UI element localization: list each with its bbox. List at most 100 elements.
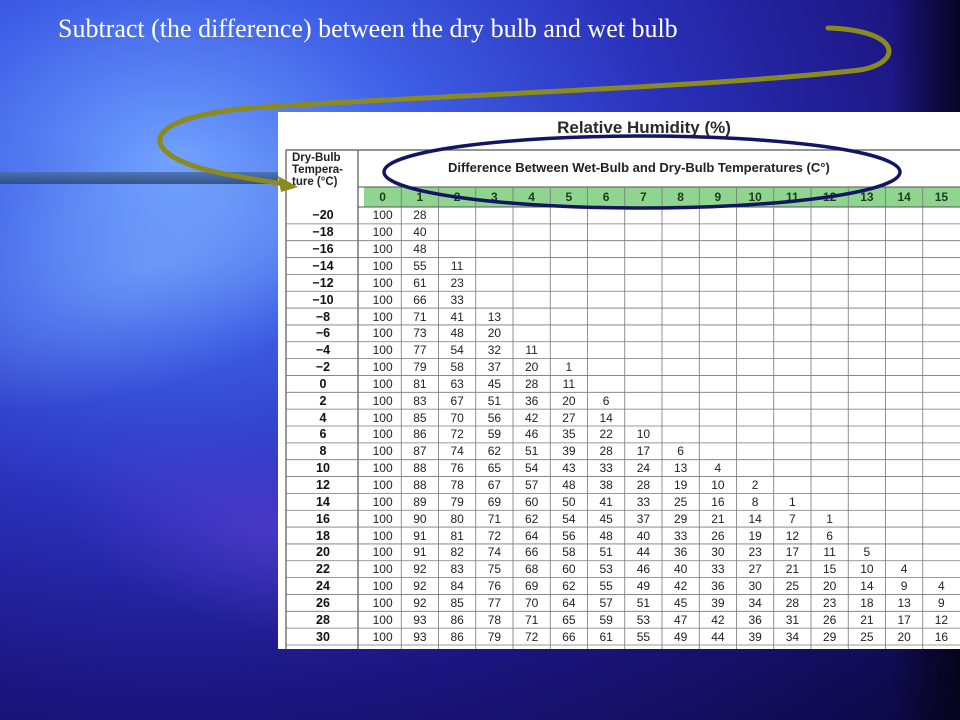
humidity-cell: 83 — [413, 393, 427, 408]
humidity-cell: 39 — [711, 595, 725, 610]
humidity-cell: 15 — [822, 562, 837, 577]
humidity-cell: 17 — [897, 612, 911, 627]
humidity-cell: 4 — [938, 579, 945, 594]
humidity-cell: 39 — [748, 629, 762, 644]
humidity-cell: 14 — [860, 579, 874, 594]
column-header-cell: 13 — [860, 190, 874, 204]
humidity-cell: 45 — [673, 595, 688, 610]
humidity-cell: 67 — [487, 477, 502, 492]
humidity-cell: 19 — [748, 528, 762, 543]
humidity-cell: 34 — [748, 595, 762, 610]
column-header-cell: 12 — [822, 190, 837, 204]
column-header-cell: 3 — [491, 190, 498, 204]
column-header-cell: 10 — [748, 190, 762, 204]
humidity-cell: 16 — [934, 629, 949, 644]
humidity-cell: 62 — [524, 511, 539, 526]
humidity-cell: 4 — [714, 461, 722, 476]
humidity-cell: 45 — [599, 511, 613, 526]
humidity-cell: 61 — [599, 629, 613, 644]
column-header-cell: 2 — [453, 190, 461, 204]
humidity-cell: 88 — [413, 461, 427, 476]
humidity-cell: 9 — [900, 579, 908, 594]
humidity-cell: 71 — [413, 309, 427, 324]
humidity-cell: 91 — [413, 545, 427, 560]
humidity-cell: 79 — [487, 629, 502, 644]
humidity-cell: 11 — [562, 376, 576, 391]
column-header-cell: 7 — [640, 190, 647, 204]
humidity-cell: 100 — [372, 208, 393, 223]
column-header-cell: 14 — [897, 190, 911, 204]
humidity-cell: 75 — [487, 562, 502, 577]
humidity-cell: 79 — [450, 494, 464, 509]
humidity-cell: 38 — [599, 477, 613, 492]
humidity-cell: 85 — [450, 595, 464, 610]
humidity-cell: 71 — [487, 511, 502, 526]
humidity-cell: 63 — [450, 376, 464, 391]
dry-bulb-row-label: −12 — [312, 275, 334, 290]
humidity-cell: 100 — [372, 477, 393, 492]
humidity-cell: 82 — [450, 545, 464, 560]
humidity-cell: 90 — [413, 511, 427, 526]
humidity-cell: 36 — [673, 545, 688, 560]
humidity-cell: 28 — [785, 595, 800, 610]
humidity-cell: 46 — [524, 427, 539, 442]
humidity-cell: 11 — [525, 343, 538, 358]
humidity-cell: 69 — [524, 579, 539, 594]
humidity-cell: 20 — [487, 326, 502, 341]
dry-bulb-row-label: 30 — [316, 629, 330, 644]
humidity-cell: 28 — [413, 208, 427, 223]
humidity-cell: 42 — [524, 410, 539, 425]
humidity-cell: 33 — [599, 461, 613, 476]
humidity-cell: 33 — [450, 292, 464, 307]
humidity-cell: 18 — [860, 595, 874, 610]
column-header-cell: 9 — [714, 190, 722, 204]
humidity-cell: 59 — [599, 612, 613, 627]
humidity-cell: 36 — [748, 612, 762, 627]
column-header-cell: 8 — [677, 190, 684, 204]
humidity-cell: 77 — [487, 595, 502, 610]
humidity-cell: 53 — [599, 562, 613, 577]
humidity-cell: 43 — [562, 461, 576, 476]
humidity-cell: 61 — [413, 275, 427, 290]
humidity-cell: 86 — [450, 612, 464, 627]
humidity-cell: 41 — [599, 494, 613, 509]
humidity-cell: 100 — [372, 326, 393, 341]
humidity-cell: 72 — [524, 629, 539, 644]
humidity-cell: 67 — [450, 393, 464, 408]
humidity-cell: 51 — [524, 444, 539, 459]
dry-bulb-row-label: −10 — [312, 292, 334, 307]
humidity-cell: 69 — [487, 494, 502, 509]
humidity-cell: 14 — [599, 410, 613, 425]
humidity-cell: 24 — [636, 461, 651, 476]
humidity-cell: 20 — [562, 393, 576, 408]
humidity-cell: 73 — [413, 326, 427, 341]
humidity-cell: 6 — [602, 393, 610, 408]
dry-bulb-row-label: 10 — [316, 461, 330, 476]
humidity-cell: 100 — [372, 461, 393, 476]
humidity-cell: 32 — [487, 343, 502, 358]
humidity-cell: 72 — [450, 427, 464, 442]
humidity-cell: 60 — [524, 494, 539, 509]
dry-bulb-row-label: 28 — [316, 612, 330, 627]
humidity-cell: 65 — [562, 612, 576, 627]
dry-bulb-row-label: 20 — [316, 545, 330, 560]
humidity-cell: 87 — [413, 444, 427, 459]
humidity-cell: 100 — [372, 595, 393, 610]
humidity-cell: 83 — [450, 562, 464, 577]
humidity-cell: 65 — [487, 461, 502, 476]
dry-bulb-row-label: −8 — [315, 309, 331, 324]
humidity-cell: 100 — [372, 410, 393, 425]
humidity-cell: 27 — [562, 410, 576, 425]
humidity-cell: 81 — [450, 528, 464, 543]
humidity-cell: 28 — [636, 477, 651, 492]
column-header-cell: 0 — [379, 190, 386, 204]
humidity-cell: 20 — [822, 579, 837, 594]
humidity-cell: 54 — [562, 511, 576, 526]
humidity-cell: 100 — [372, 612, 393, 627]
humidity-cell: 58 — [562, 545, 576, 560]
humidity-cell: 7 — [789, 511, 796, 526]
humidity-cell: 78 — [450, 477, 464, 492]
humidity-cell: 100 — [372, 292, 393, 307]
humidity-cell: 26 — [711, 528, 725, 543]
column-header-cell: 5 — [565, 190, 573, 204]
